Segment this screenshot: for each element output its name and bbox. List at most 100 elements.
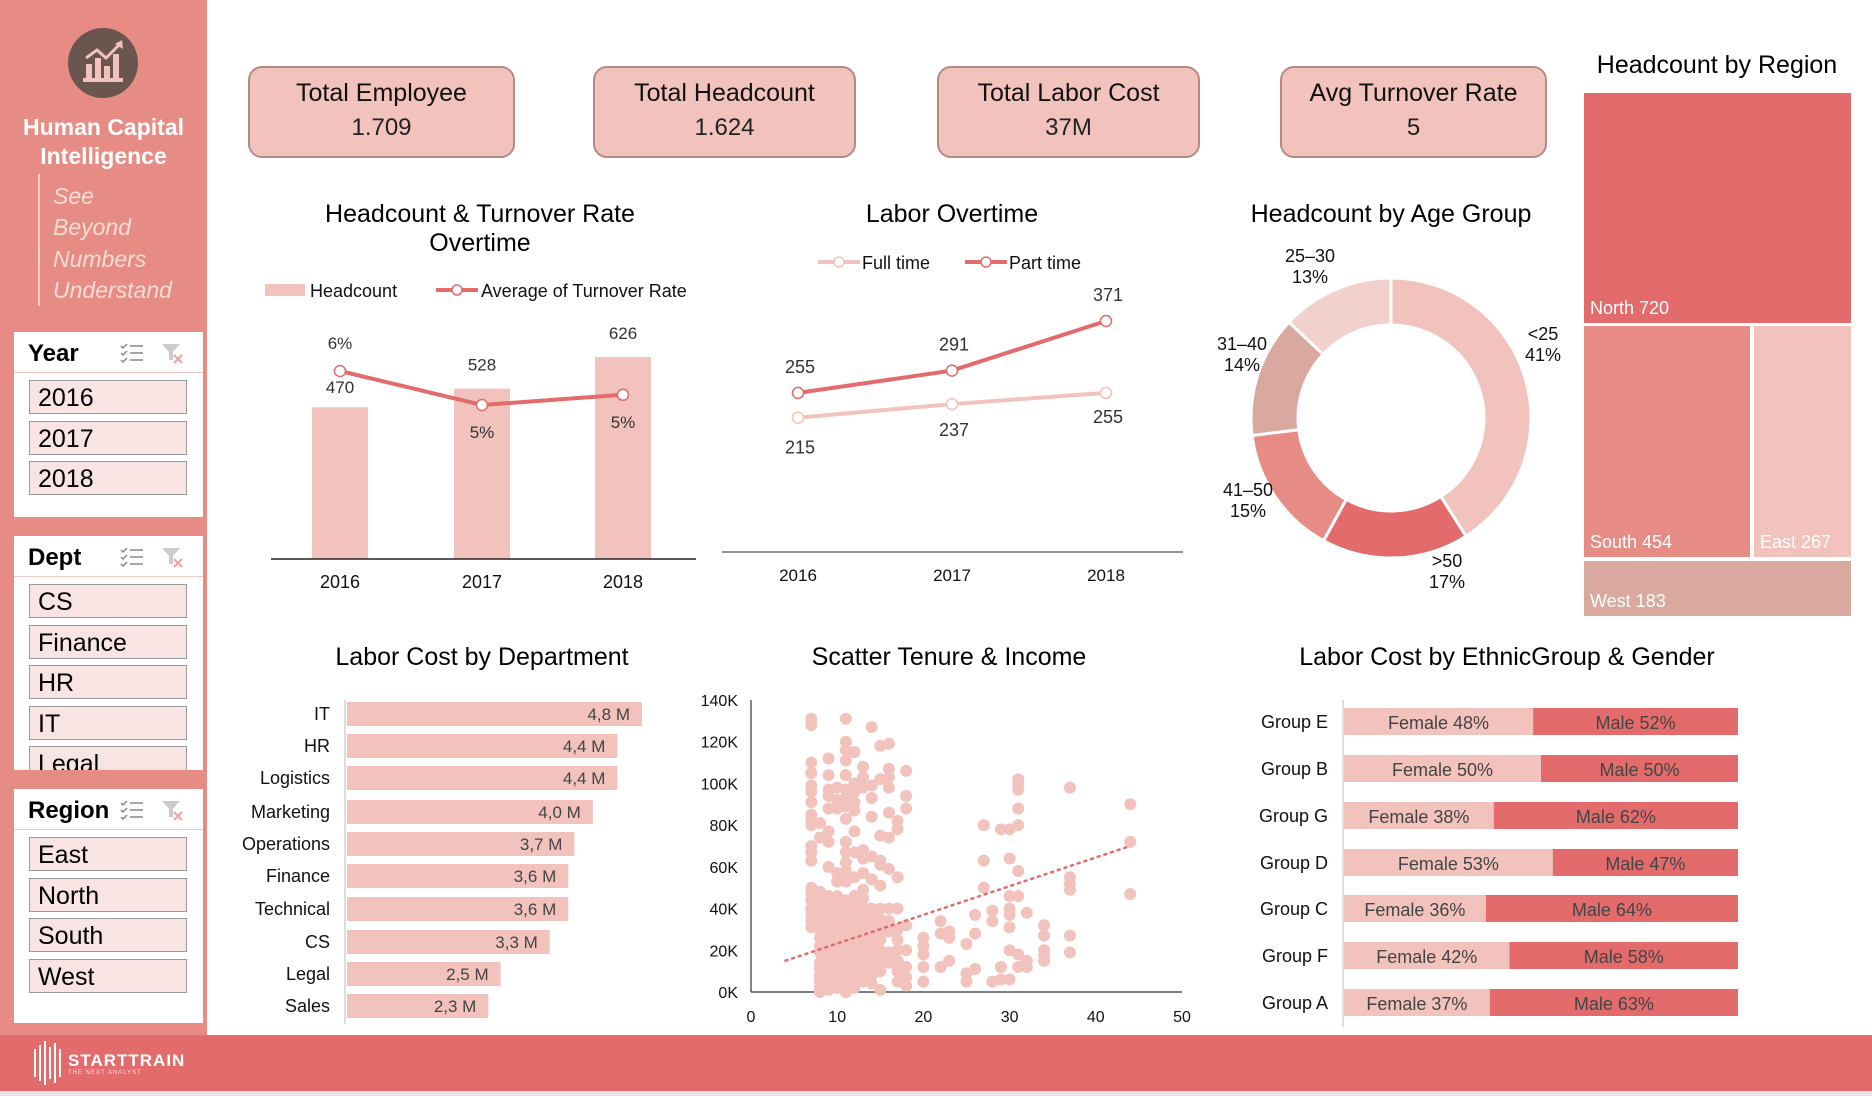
scatter-point: [874, 965, 887, 978]
scatter-point: [882, 806, 895, 819]
dept-cost-label: 3,6 M: [514, 900, 557, 919]
treemap-cell-north[interactable]: [1584, 93, 1851, 323]
scatter-point: [1124, 798, 1137, 811]
clear-filter-icon[interactable]: [160, 545, 186, 569]
male-segment: [1533, 708, 1738, 735]
slicer-item-legal[interactable]: Legal: [29, 746, 187, 770]
headcount-data-label: 470: [326, 378, 354, 397]
dept-cost-bar: [347, 734, 618, 758]
turnover-marker: [475, 398, 489, 412]
treemap-label: East 267: [1760, 532, 1831, 552]
slicer-item-hr[interactable]: HR: [29, 665, 187, 699]
male-segment: [1485, 895, 1738, 922]
slicer-title: Year: [28, 340, 79, 367]
headcount-data-label: 528: [468, 356, 496, 375]
slicer-item-north[interactable]: North: [29, 877, 187, 912]
kpi-card-total-labor-cost: Total Labor Cost 37M: [937, 66, 1200, 158]
dept-category-label: HR: [304, 736, 330, 756]
dept-cost-label: 3,7 M: [520, 835, 563, 854]
multi-select-icon[interactable]: [119, 341, 145, 365]
slicer-item-south[interactable]: South: [29, 918, 187, 952]
turnover-marker: [333, 364, 347, 378]
scatter-point: [1012, 960, 1025, 973]
slicer-header: Region: [14, 789, 203, 830]
slicer-item-finance[interactable]: Finance: [29, 624, 187, 659]
kpi-title: Avg Turnover Rate: [1309, 79, 1518, 107]
tagline-line: Beyond: [53, 214, 132, 240]
multi-select-icon[interactable]: [119, 545, 145, 569]
scatter-point: [882, 737, 895, 750]
male-segment: [1489, 989, 1738, 1016]
donut-category-label: 25–30: [1285, 246, 1335, 266]
group-category-label: Group C: [1260, 899, 1328, 919]
dept-category-label: CS: [305, 932, 330, 952]
clear-filter-icon[interactable]: [160, 798, 186, 822]
scatter-point: [1063, 929, 1076, 942]
donut-category-label: 41–50: [1223, 480, 1273, 500]
tagline-line: Understand: [53, 277, 172, 303]
female-segment: [1344, 849, 1553, 876]
scatter-point: [986, 904, 999, 917]
scatter-point: [917, 948, 930, 961]
tagline-line: See: [53, 183, 94, 209]
scatter-point: [1012, 819, 1025, 832]
legend-headcount-swatch: [265, 284, 305, 296]
scatter-point: [848, 746, 861, 759]
age-group-title: Headcount by Age Group: [1250, 200, 1532, 228]
group-category-label: Group F: [1262, 946, 1328, 966]
scatter-point: [891, 823, 904, 836]
dept-category-label: IT: [314, 704, 330, 724]
male-label: Male 63%: [1574, 994, 1654, 1014]
line-marker: [1099, 386, 1113, 400]
scatter-point: [857, 867, 870, 880]
kpi-card-avg-turnover-rate: Avg Turnover Rate 5: [1280, 66, 1547, 158]
scatter-point: [805, 854, 818, 867]
scatter-point: [857, 883, 870, 896]
treemap-cell-south[interactable]: [1584, 326, 1750, 557]
scatter-point: [900, 960, 913, 973]
scatter-point: [857, 760, 870, 773]
scatter-point: [848, 825, 861, 838]
line-data-label: 255: [1093, 407, 1123, 427]
donut-slice: [1389, 276, 1533, 539]
ethnic-gender-title: Labor Cost by EthnicGroup & Gender: [1299, 643, 1715, 671]
slicer-item-2016[interactable]: 2016: [29, 380, 187, 414]
kpi-value: 5: [1406, 114, 1421, 141]
region-slicer: Region East North South West: [14, 789, 203, 1023]
male-label: Male 64%: [1572, 900, 1652, 920]
dept-cost-label: 3,6 M: [514, 867, 557, 886]
slicer-item-it[interactable]: IT: [29, 705, 187, 740]
dept-cost-label: 4,4 M: [563, 769, 606, 788]
slicer-item-2017[interactable]: 2017: [29, 420, 187, 455]
scatter-point: [900, 789, 913, 802]
legend-turnover-marker: [451, 284, 463, 296]
treemap-cell-east[interactable]: [1754, 326, 1851, 557]
scatter-point: [857, 892, 870, 905]
scatter-point: [891, 814, 904, 827]
scatter-point: [857, 844, 870, 857]
scatter-point: [874, 902, 887, 915]
scatter-point: [1038, 954, 1051, 967]
tagline-divider: [38, 174, 40, 306]
y-tick-label: 120K: [701, 735, 739, 752]
slicer-item-west[interactable]: West: [29, 958, 187, 993]
slicer-item-2018[interactable]: 2018: [29, 461, 187, 495]
scatter-point: [839, 735, 852, 748]
dept-category-label: Sales: [285, 996, 330, 1016]
scatter-point: [882, 862, 895, 875]
multi-select-icon[interactable]: [119, 798, 145, 822]
dept-cost-label: 4,4 M: [563, 737, 606, 756]
slicer-item-cs[interactable]: CS: [29, 584, 187, 618]
scatter-point: [822, 825, 835, 838]
slicer-item-east[interactable]: East: [29, 837, 187, 871]
y-tick-label: 0K: [718, 985, 738, 1002]
headcount-data-label: 626: [609, 324, 637, 343]
female-segment: [1344, 989, 1490, 1016]
x-tick-label: 40: [1087, 1009, 1105, 1026]
year-slicer: Year 2016 2017 2018: [14, 332, 203, 517]
scatter-point: [1003, 921, 1016, 934]
clear-filter-icon[interactable]: [160, 341, 186, 365]
treemap-cell-west[interactable]: [1584, 561, 1851, 616]
male-label: Male 52%: [1596, 713, 1676, 733]
scatter-point: [839, 856, 852, 869]
